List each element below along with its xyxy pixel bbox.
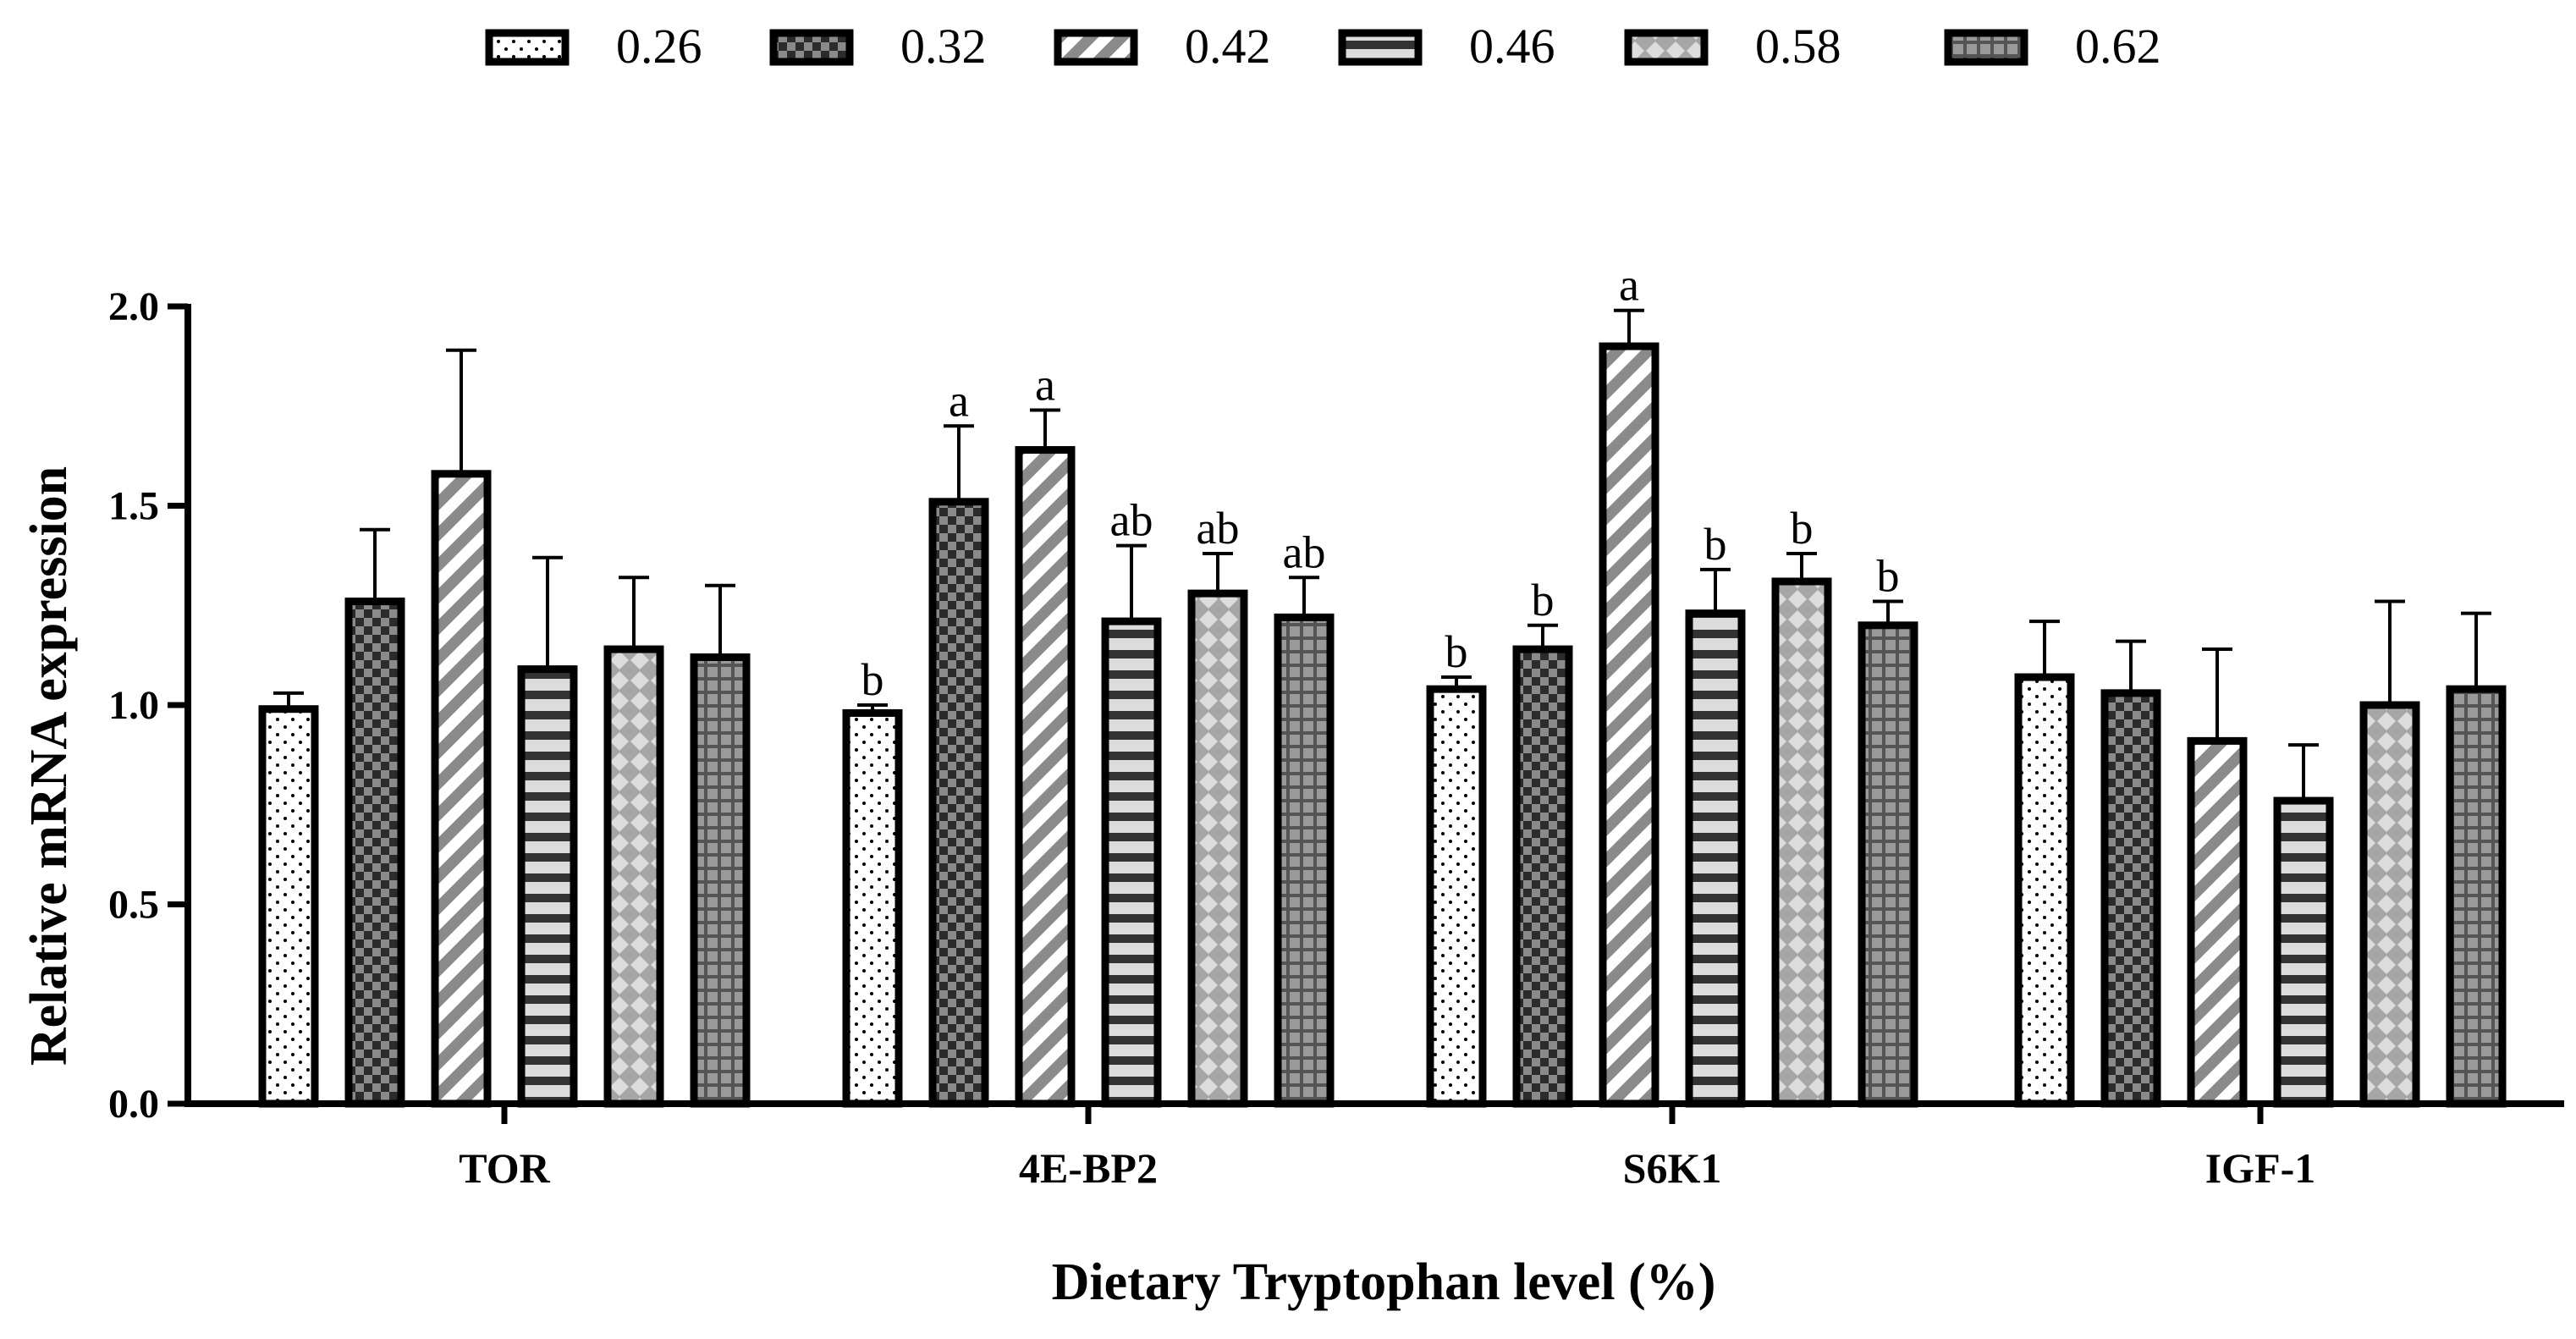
x-axis-title: Dietary Tryptophan level (%) [1052, 1254, 1716, 1311]
bar-tor-0.42 [431, 470, 492, 1108]
significance-label: a [1035, 359, 1055, 410]
y-tick-label: 0.0 [108, 1082, 159, 1127]
bar-s6k1-0.46 [1685, 609, 1746, 1108]
legend-label: 0.62 [2075, 19, 2161, 74]
y-tick-label: 0.5 [108, 883, 159, 928]
bar-igf-1-0.62 [2446, 685, 2507, 1108]
x-tick-label: IGF-1 [2205, 1144, 2316, 1192]
bar-4e-bp2-0.32 [928, 498, 989, 1108]
x-tick-label: S6K1 [1623, 1144, 1722, 1192]
legend-label: 0.58 [1755, 19, 1841, 74]
legend-swatch [485, 29, 570, 66]
bar-4e-bp2-0.26 [842, 708, 903, 1108]
legend-item-0.42: 0.42 [1054, 19, 1271, 74]
significance-label: ab [1110, 495, 1153, 546]
legend-label: 0.32 [900, 19, 987, 74]
significance-label: b [1445, 626, 1468, 677]
legend-swatch [1624, 29, 1709, 66]
legend-label: 0.46 [1469, 19, 1555, 74]
significance-label: a [949, 375, 969, 426]
bar-4e-bp2-0.46 [1101, 617, 1162, 1108]
y-axis: 0.0 0.5 1.0 1.5 2.0 [108, 284, 191, 1127]
y-tick-label: 1.0 [108, 683, 159, 728]
bar-tor-0.58 [603, 645, 664, 1108]
legend-item-0.32: 0.32 [769, 19, 987, 74]
significance-label: b [1791, 503, 1814, 554]
bar-igf-1-0.26 [2014, 673, 2075, 1108]
bar-igf-1-0.42 [2187, 736, 2248, 1108]
bar-tor-0.26 [258, 705, 319, 1108]
legend: 0.26 0.32 0.42 0.46 0.58 0.62 [485, 19, 2161, 74]
bar-4e-bp2-0.62 [1274, 613, 1335, 1108]
x-tick-label: TOR [459, 1144, 550, 1192]
legend-item-0.58: 0.58 [1624, 19, 1841, 74]
legend-item-0.26: 0.26 [485, 19, 702, 74]
legend-swatch [1944, 29, 2028, 66]
bar-tor-0.62 [690, 653, 751, 1108]
bar-tor-0.46 [517, 665, 578, 1108]
significance-label: b [1877, 551, 1900, 602]
x-axis: TOR 4E-BP2 S6K1 IGF-1 [184, 1100, 2564, 1192]
legend-swatch [769, 29, 854, 66]
significance-label: ab [1283, 526, 1326, 577]
x-tick-label: 4E-BP2 [1019, 1144, 1158, 1192]
significance-label: b [861, 654, 884, 705]
bar-s6k1-0.42 [1599, 342, 1660, 1108]
significance-label: a [1619, 260, 1639, 311]
legend-swatch [1054, 29, 1138, 66]
legend-label: 0.42 [1185, 19, 1271, 74]
y-tick-label: 2.0 [108, 284, 159, 329]
bar-s6k1-0.32 [1512, 645, 1573, 1108]
legend-item-0.62: 0.62 [1944, 19, 2161, 74]
bar-igf-1-0.58 [2359, 701, 2420, 1108]
bar-s6k1-0.62 [1858, 621, 1918, 1108]
significance-label: b [1704, 519, 1727, 570]
bar-4e-bp2-0.58 [1187, 589, 1248, 1108]
bar-tor-0.32 [344, 598, 405, 1108]
legend-swatch [1338, 29, 1423, 66]
legend-item-0.46: 0.46 [1338, 19, 1555, 74]
bar-s6k1-0.58 [1771, 577, 1832, 1108]
bar-igf-1-0.32 [2100, 689, 2161, 1108]
significance-label: ab [1197, 503, 1240, 554]
y-axis-title: Relative mRNA expression [20, 466, 78, 1066]
bar-4e-bp2-0.42 [1015, 446, 1076, 1108]
bar-s6k1-0.26 [1426, 685, 1487, 1108]
legend-label: 0.26 [616, 19, 702, 74]
y-tick-label: 1.5 [108, 484, 159, 529]
significance-label: b [1532, 575, 1555, 625]
bar-igf-1-0.46 [2273, 796, 2334, 1108]
